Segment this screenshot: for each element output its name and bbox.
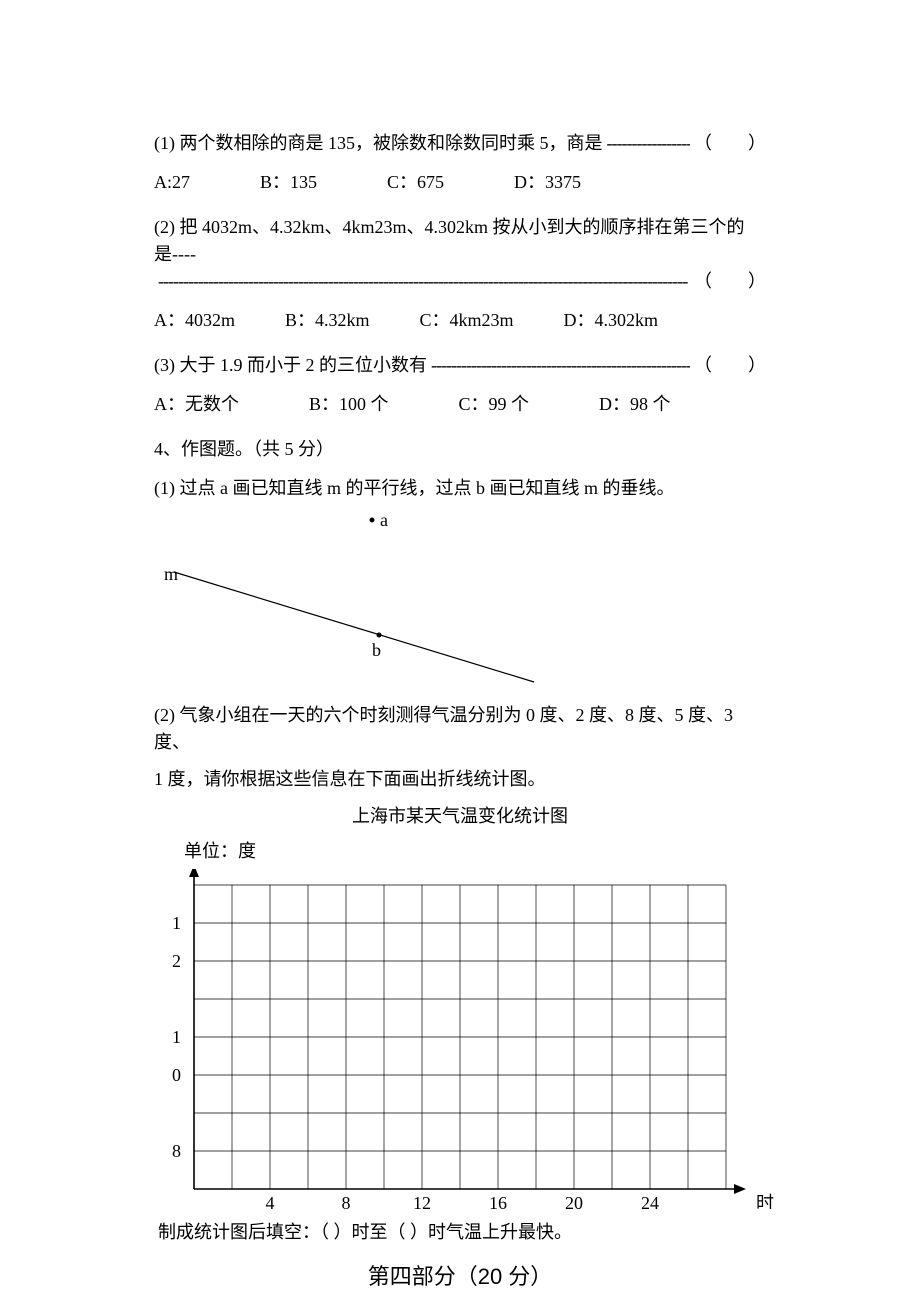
q3-opt-c[interactable]: C：99 个 — [459, 391, 530, 418]
svg-text:时: 时 — [756, 1193, 774, 1209]
q1-dashes: -------------------------- — [607, 130, 691, 157]
q1-opt-c[interactable]: C：675 — [387, 169, 444, 196]
q3-text: (3) 大于 1.9 而小于 2 的三位小数有 — [154, 352, 427, 379]
svg-text:24: 24 — [641, 1193, 659, 1209]
svg-text:4: 4 — [266, 1193, 275, 1209]
svg-text:20: 20 — [565, 1193, 583, 1209]
q1-opt-d[interactable]: D：3375 — [514, 169, 581, 196]
chart-svg: 121084812162024时 — [154, 869, 774, 1209]
q2-line2: ----------------------------------------… — [154, 268, 766, 295]
line-m — [174, 572, 534, 682]
q2-opt-c[interactable]: C：4km23m — [420, 307, 514, 334]
point-a-dot — [370, 518, 375, 523]
q3-dashes: ----------------------------------------… — [431, 352, 690, 379]
part4-title: 第四部分（20 分） — [154, 1260, 766, 1293]
q1-options: A:27 B：135 C：675 D：3375 — [154, 169, 766, 196]
q1-paren[interactable]: （ ） — [694, 130, 766, 157]
svg-text:1: 1 — [172, 1027, 181, 1047]
point-a-label: a — [380, 512, 388, 530]
q2-block: (2) 把 4032m、4.32km、4km23m、4.302km 按从小到大的… — [154, 214, 766, 295]
q1-opt-b[interactable]: B：135 — [260, 169, 317, 196]
q2-options: A：4032m B：4.32km C：4km23m D：4.302km — [154, 307, 766, 334]
svg-text:0: 0 — [172, 1065, 181, 1085]
chart-unit: 单位：度 — [184, 838, 766, 865]
q1-text: (1) 两个数相除的商是 135，被除数和除数同时乘 5，商是 — [154, 130, 603, 157]
q2-paren[interactable]: （ ） — [694, 268, 766, 295]
q3-paren[interactable]: （ ） — [694, 352, 766, 379]
q2-dashes: ----------------------------------------… — [158, 268, 690, 295]
q3-opt-a[interactable]: A：无数个 — [154, 391, 239, 418]
q2-opt-b[interactable]: B：4.32km — [285, 307, 370, 334]
line-diagram: a m b — [154, 512, 774, 692]
section4-sub2-l2: 1 度，请你根据这些信息在下面画出折线统计图。 — [154, 766, 766, 793]
q3-opt-b[interactable]: B：100 个 — [309, 391, 389, 418]
line-m-label: m — [164, 564, 178, 584]
line-diagram-svg: a m b — [154, 512, 774, 692]
q2-line1: (2) 把 4032m、4.32km、4km23m、4.302km 按从小到大的… — [154, 214, 766, 268]
svg-text:8: 8 — [342, 1193, 351, 1209]
svg-text:1: 1 — [172, 913, 181, 933]
svg-text:12: 12 — [413, 1193, 431, 1209]
svg-text:2: 2 — [172, 951, 181, 971]
q3-options: A：无数个 B：100 个 C：99 个 D：98 个 — [154, 391, 766, 418]
section4-sub1: (1) 过点 a 画已知直线 m 的平行线，过点 b 画已知直线 m 的垂线。 — [154, 475, 766, 502]
point-b-label: b — [372, 640, 381, 660]
q2-opt-d[interactable]: D：4.302km — [564, 307, 659, 334]
section4-sub2-l1: (2) 气象小组在一天的六个时刻测得气温分别为 0 度、2 度、8 度、5 度、… — [154, 702, 766, 756]
svg-text:16: 16 — [489, 1193, 507, 1209]
chart-title: 上海市某天气温变化统计图 — [154, 803, 766, 830]
q2-opt-a[interactable]: A：4032m — [154, 307, 235, 334]
chart-grid: 121084812162024时 — [154, 869, 774, 1209]
q1-opt-a[interactable]: A:27 — [154, 169, 190, 196]
q3-opt-d[interactable]: D：98 个 — [599, 391, 671, 418]
q3-line: (3) 大于 1.9 而小于 2 的三位小数有 ----------------… — [154, 352, 766, 379]
point-b-dot — [377, 633, 382, 638]
section4-header: 4、作图题。（共 5 分） — [154, 436, 766, 463]
svg-text:8: 8 — [172, 1141, 181, 1161]
q1-line: (1) 两个数相除的商是 135，被除数和除数同时乘 5，商是 --------… — [154, 130, 766, 157]
chart-fill-text: 制成统计图后填空：（ ）时至（ ）时气温上升最快。 — [158, 1219, 766, 1246]
